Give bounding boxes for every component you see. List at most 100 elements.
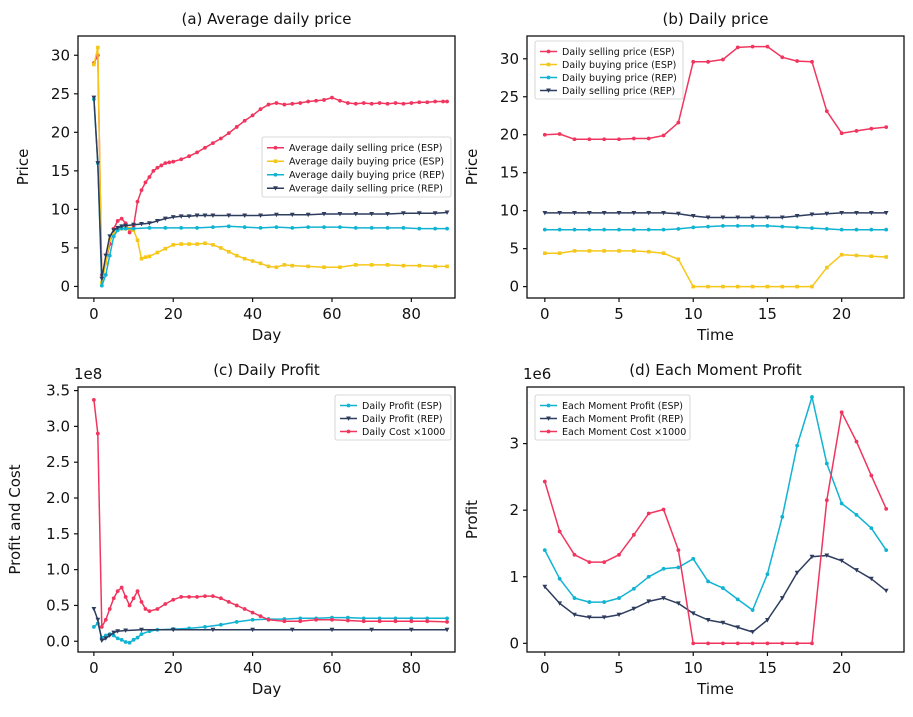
y-tick-label-b-6: 30 bbox=[500, 50, 519, 68]
x-tick-label-a-4: 80 bbox=[402, 305, 421, 323]
series-line-d-2 bbox=[544, 411, 887, 645]
data-point-c-0-27 bbox=[361, 616, 366, 621]
data-point-b-1-19 bbox=[825, 265, 829, 270]
series-line-b-2 bbox=[544, 225, 887, 231]
y-tick-label-a-1: 5 bbox=[60, 239, 70, 257]
data-point-d-0-0 bbox=[542, 548, 547, 553]
data-point-c-2-5 bbox=[111, 596, 116, 601]
legend-label-a-0: Average daily selling price (ESP) bbox=[289, 143, 442, 154]
data-point-a-2-25 bbox=[385, 225, 390, 230]
data-point-a-1-42 bbox=[445, 264, 449, 269]
data-point-b-0-13 bbox=[735, 45, 740, 50]
data-point-c-0-23 bbox=[298, 616, 303, 621]
data-point-a-3-28 bbox=[353, 212, 359, 217]
x-tick-label-a-0: 0 bbox=[89, 305, 99, 323]
data-point-d-2-8 bbox=[661, 507, 666, 512]
data-point-a-3-14 bbox=[170, 215, 176, 220]
y-axis-label-b: Price bbox=[463, 149, 481, 186]
y-tick-label-a-6: 30 bbox=[51, 46, 70, 64]
legend-label-d-2: Each Moment Cost ×1000 bbox=[562, 427, 686, 438]
y-tick-label-d-0: 0 bbox=[509, 634, 519, 652]
data-point-c-2-10 bbox=[131, 596, 136, 601]
data-point-a-3-25 bbox=[305, 212, 311, 218]
data-point-a-0-53 bbox=[433, 99, 438, 104]
legend-marker-b-3 bbox=[546, 88, 551, 93]
data-point-d-1-16 bbox=[779, 596, 785, 601]
y-tick-label-c-6: 3.0 bbox=[46, 417, 70, 435]
data-point-d-1-13 bbox=[735, 625, 741, 630]
x-axis-label-b: Time bbox=[696, 326, 734, 344]
series-line-b-3 bbox=[544, 212, 887, 219]
data-point-b-2-16 bbox=[780, 224, 785, 229]
x-tick-label-b-3: 15 bbox=[758, 305, 777, 323]
legend-label-c-1: Daily Profit (REP) bbox=[362, 414, 443, 425]
data-point-b-1-20 bbox=[839, 252, 844, 257]
legend-box-d bbox=[534, 394, 691, 441]
data-point-d-2-1 bbox=[557, 529, 562, 534]
x-tick-label-b-4: 20 bbox=[832, 305, 851, 323]
data-point-b-0-5 bbox=[617, 137, 621, 142]
data-point-b-3-4 bbox=[601, 210, 607, 216]
data-point-a-0-41 bbox=[338, 98, 342, 103]
data-point-c-1-14 bbox=[369, 627, 375, 633]
data-point-b-0-20 bbox=[839, 131, 844, 136]
data-point-b-2-5 bbox=[617, 227, 621, 232]
data-point-a-1-17 bbox=[171, 243, 176, 247]
data-point-a-3-8 bbox=[123, 223, 129, 228]
data-point-a-2-23 bbox=[353, 225, 358, 230]
data-point-b-1-6 bbox=[632, 249, 636, 253]
data-point-a-0-16 bbox=[155, 165, 160, 170]
data-point-a-0-49 bbox=[401, 101, 406, 106]
data-point-b-3-18 bbox=[809, 212, 815, 217]
data-point-a-3-26 bbox=[321, 212, 327, 217]
y-tick-label-a-0: 0 bbox=[60, 277, 70, 295]
data-point-d-0-12 bbox=[721, 586, 725, 590]
data-point-b-3-0 bbox=[542, 210, 548, 216]
legend-marker-c-1 bbox=[346, 416, 351, 421]
data-point-a-0-43 bbox=[353, 101, 358, 106]
data-point-b-2-11 bbox=[706, 224, 710, 229]
y-axis-label-a: Price bbox=[14, 149, 32, 186]
data-point-a-2-4 bbox=[107, 253, 112, 258]
data-point-a-3-16 bbox=[186, 214, 192, 219]
data-point-c-0-18 bbox=[218, 622, 223, 627]
x-tick-label-a-2: 40 bbox=[243, 305, 262, 323]
data-point-a-0-29 bbox=[242, 118, 247, 123]
data-point-b-2-18 bbox=[810, 226, 814, 231]
data-point-c-2-28 bbox=[258, 614, 263, 619]
data-point-a-0-13 bbox=[143, 180, 148, 185]
data-point-b-3-14 bbox=[750, 215, 756, 220]
data-point-c-2-18 bbox=[179, 594, 184, 599]
data-point-a-2-29 bbox=[445, 226, 449, 231]
data-point-b-3-9 bbox=[675, 211, 681, 217]
data-point-d-1-0 bbox=[542, 584, 548, 590]
data-point-d-2-20 bbox=[839, 410, 844, 415]
data-point-b-2-10 bbox=[691, 225, 696, 230]
data-point-a-2-19 bbox=[290, 225, 295, 230]
data-point-a-1-25 bbox=[234, 253, 239, 258]
plot-area-d bbox=[542, 395, 889, 646]
y-axis-label-c: Profit and Cost bbox=[6, 464, 24, 574]
data-point-d-1-1 bbox=[557, 601, 563, 606]
x-tick-label-c-4: 80 bbox=[402, 659, 421, 677]
data-point-d-1-9 bbox=[675, 601, 681, 606]
data-point-a-3-21 bbox=[242, 213, 248, 218]
data-point-c-0-7 bbox=[119, 637, 124, 642]
y-tick-label-d-3: 3 bbox=[509, 435, 519, 453]
data-point-c-1-0 bbox=[91, 607, 97, 612]
data-point-c-2-11 bbox=[135, 589, 140, 594]
axes-frame-a bbox=[77, 35, 456, 299]
data-point-b-3-17 bbox=[794, 213, 800, 219]
y-tick-label-c-5: 2.5 bbox=[46, 453, 70, 471]
data-point-a-3-24 bbox=[289, 212, 295, 218]
data-point-b-0-2 bbox=[572, 137, 577, 142]
data-point-b-2-6 bbox=[631, 227, 636, 232]
data-point-c-0-10 bbox=[131, 637, 136, 642]
data-point-b-3-15 bbox=[765, 215, 770, 220]
data-point-c-0-11 bbox=[135, 635, 140, 640]
y-tick-label-b-2: 10 bbox=[500, 202, 519, 220]
data-point-a-3-32 bbox=[416, 211, 422, 216]
data-point-b-1-8 bbox=[661, 251, 666, 255]
legend-label-a-3: Average daily selling price (REP) bbox=[289, 184, 443, 195]
data-point-c-2-23 bbox=[218, 596, 223, 601]
